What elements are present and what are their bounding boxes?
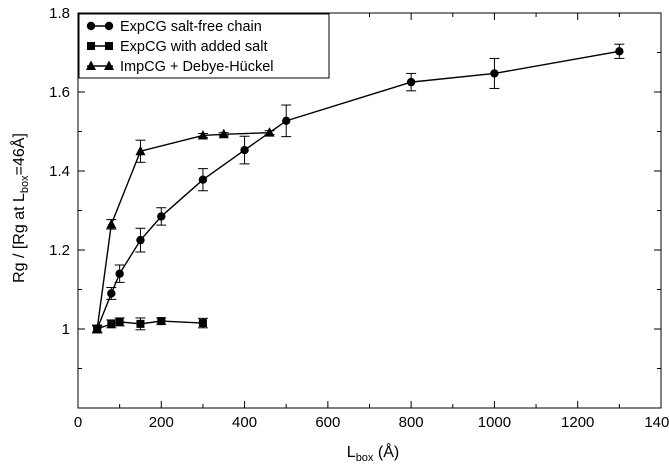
x-axis-label-main: L [347,444,356,461]
x-tick-label: 800 [399,414,424,431]
data-point [197,129,208,140]
data-point [282,116,291,126]
data-point [157,317,166,326]
series-line [96,50,620,330]
data-point [136,235,145,245]
data-point [264,127,275,137]
y-tick-label: 1.4 [49,163,70,180]
data-point [136,319,145,328]
data-point [115,269,124,278]
y-tick-label: 1.6 [49,84,70,101]
x-tick-label: 1000 [478,414,511,431]
data-point [157,212,166,221]
legend-label: ImpCG + Debye-Hückel [120,59,274,75]
legend-marker [104,60,114,70]
data-point [240,145,249,155]
y-axis-label-suffix: =46Å] [9,133,28,175]
data-point [106,218,117,229]
x-axis-label: Lbox (Å) [347,442,399,464]
legend-entry: ExpCG with added salt [87,39,268,55]
x-tick-label: 400 [232,414,257,431]
data-point [490,69,499,78]
series-line [96,131,270,330]
data-point [92,323,103,333]
x-axis-label-suffix: (Å) [373,442,399,461]
legend-marker [105,42,113,50]
data-point [115,317,124,326]
x-tick-label: 1400 [644,414,669,431]
series-circle [92,43,625,334]
y-tick-label: 1.2 [49,242,70,259]
data-point [198,319,207,328]
data-point [218,128,229,139]
legend-marker [104,21,114,31]
legend-marker [86,60,96,70]
y-axis-label-prefix: Rg / [Rg at L [11,193,28,283]
y-tick-label: 1 [62,321,70,338]
legend-marker [86,21,96,31]
legend-label: ExpCG with added salt [120,39,268,55]
series-layer [92,43,625,334]
data-point [406,77,416,87]
y-axis-label: Rg / [Rg at Lbox=46Å] [9,133,31,283]
legend-entry: ImpCG + Debye-Hückel [86,59,274,75]
y-tick-label: 1.8 [49,5,70,22]
legend: ExpCG salt-free chain ExpCG with added sa… [78,13,330,79]
legend-box [78,13,330,79]
x-axis-label-subscript: box [356,452,374,464]
series-square [92,317,208,333]
x-tick-label: 200 [149,414,174,431]
data-point [107,289,116,298]
data-point [107,319,116,328]
x-tick-label: 600 [315,414,340,431]
x-tick-label: 1200 [561,414,594,431]
legend-marker [87,42,95,50]
series-triangle [92,127,275,333]
legend-entry: ExpCG salt-free chain [86,19,262,35]
y-axis-label-subscript: box [19,175,31,193]
data-point [198,175,208,184]
legend-label: ExpCG salt-free chain [120,19,262,35]
x-tick-label: 0 [74,414,82,431]
data-point [615,47,624,56]
data-point [135,145,146,156]
